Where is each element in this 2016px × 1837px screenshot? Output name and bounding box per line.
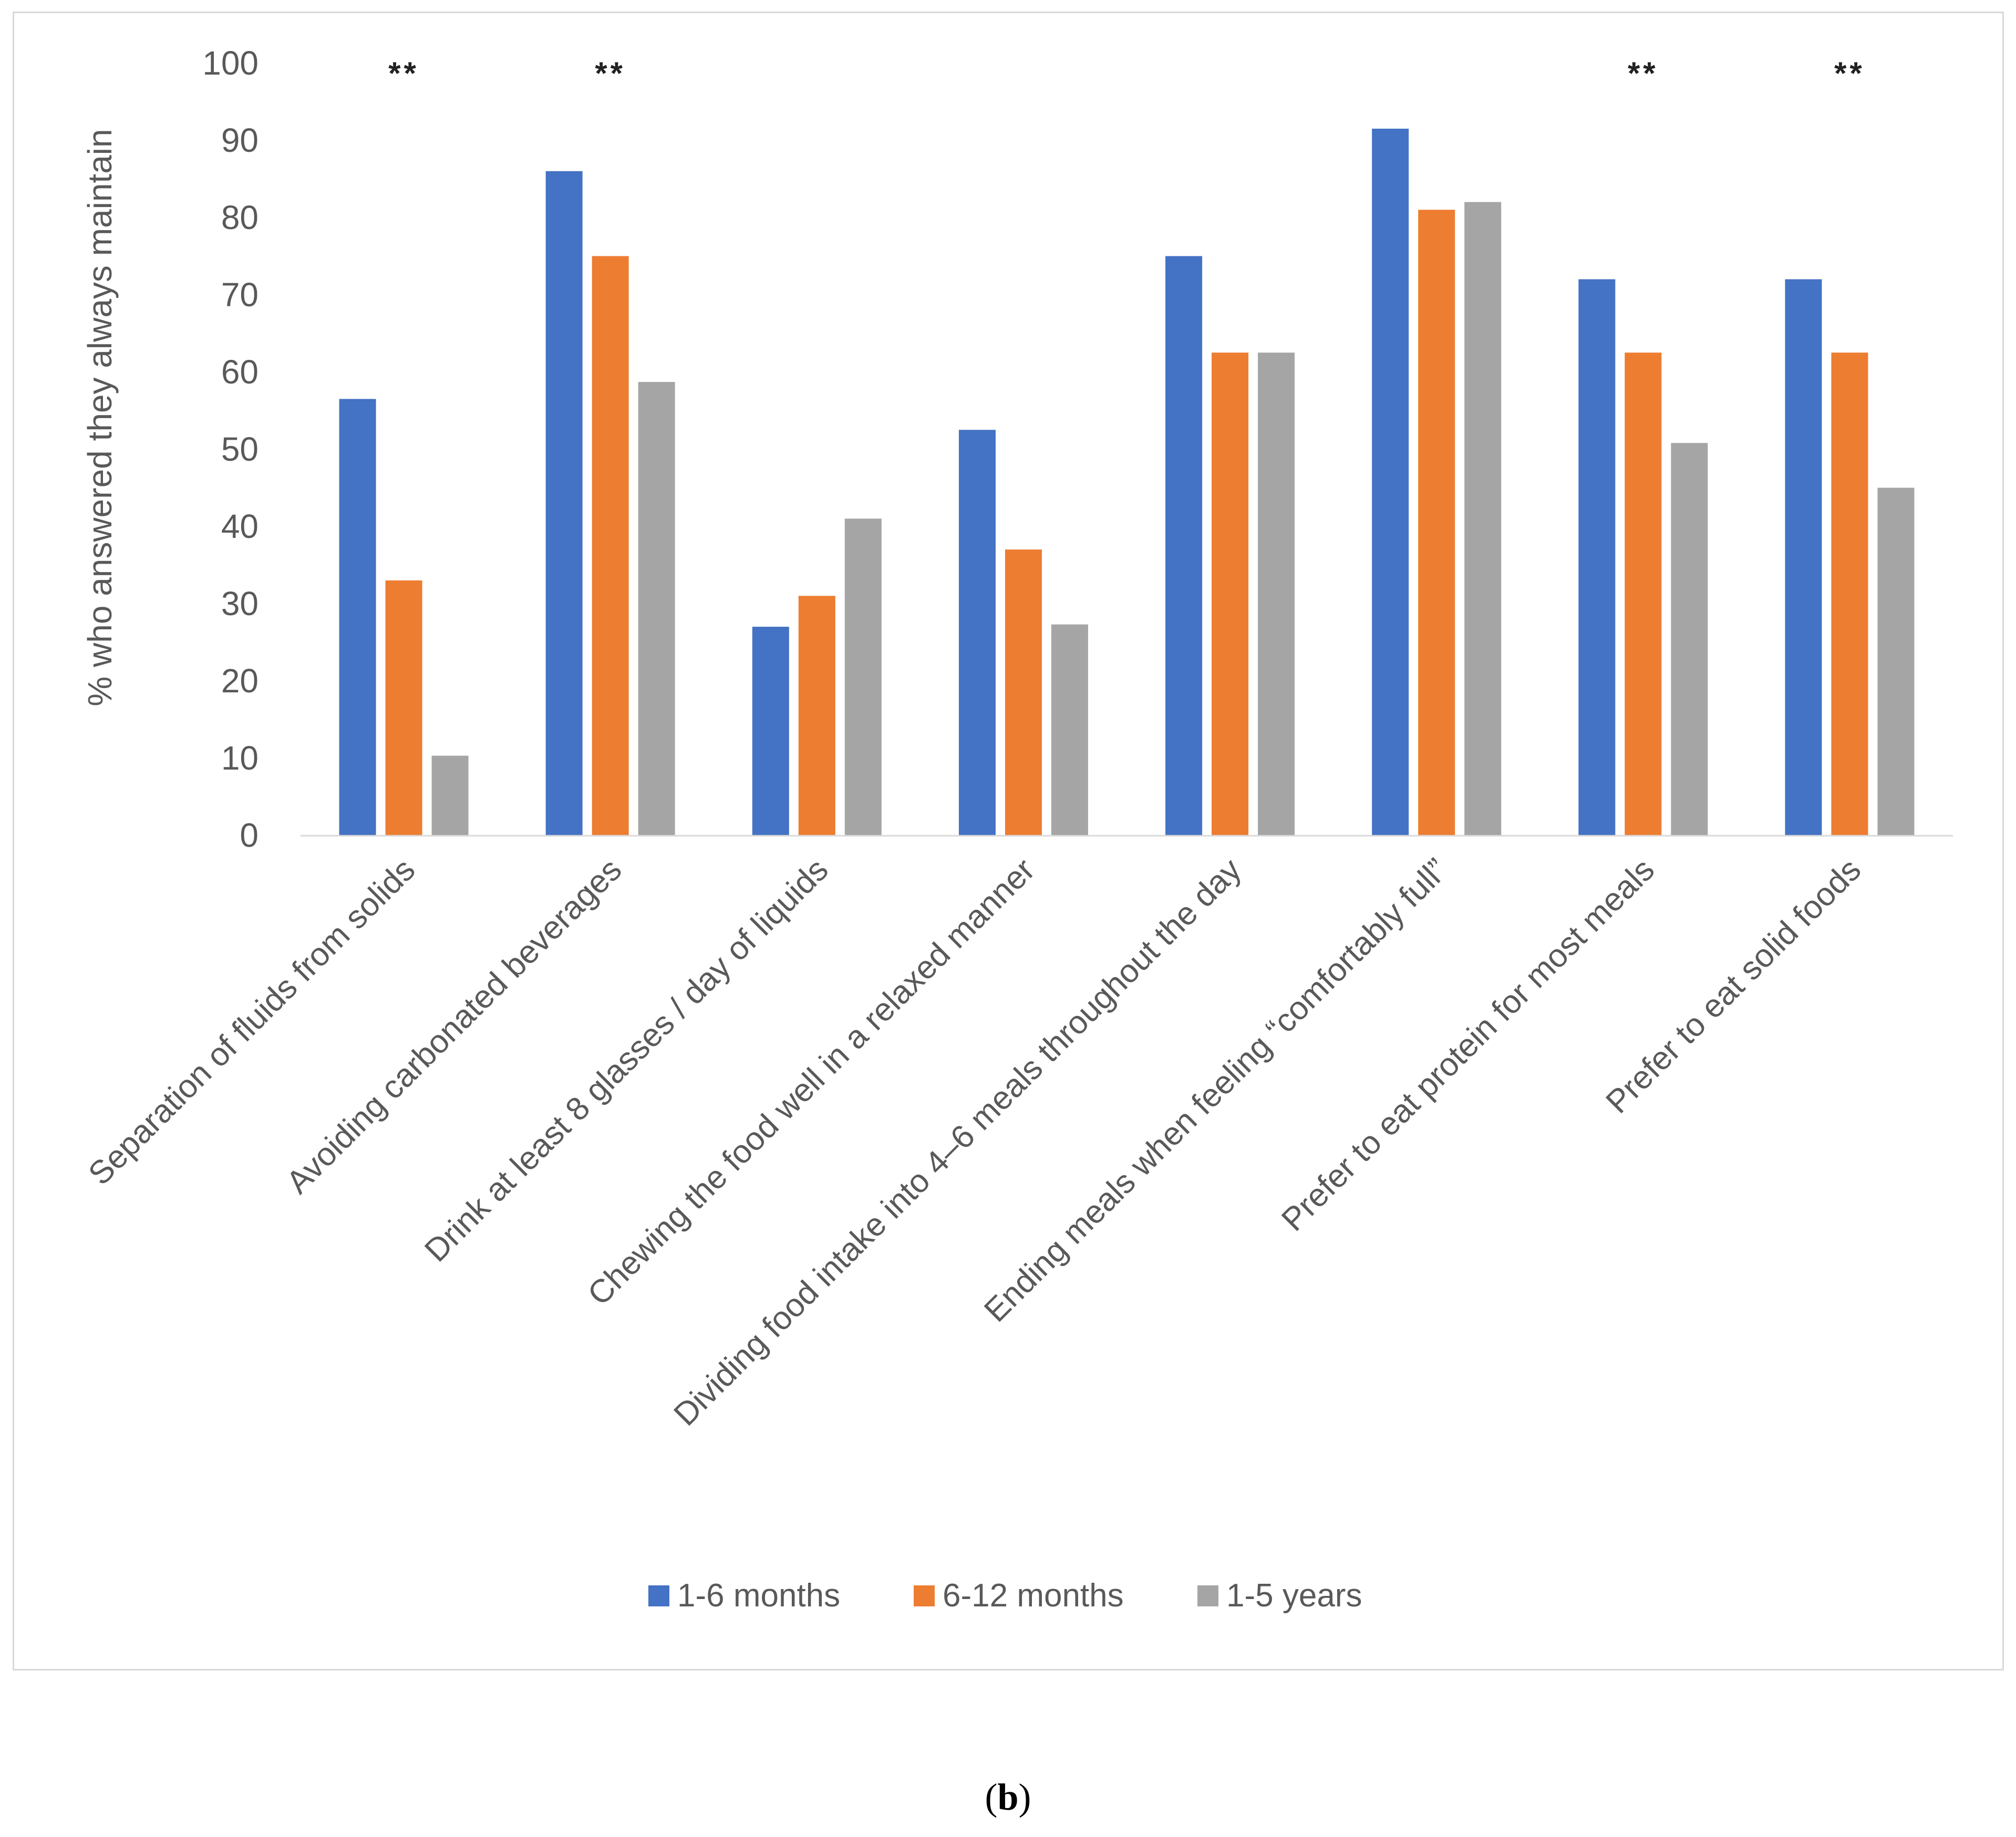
- significance-mark: **: [1834, 56, 1865, 91]
- significance-marks: ** ** ** **: [388, 56, 1865, 91]
- bar-1-5-years: [638, 382, 675, 835]
- legend-swatch: [1197, 1585, 1218, 1606]
- significance-mark: **: [1628, 56, 1659, 91]
- bar-1-6-months: [1578, 279, 1616, 835]
- y-tick-label: 20: [221, 662, 259, 700]
- legend-label: 1-6 months: [677, 1577, 840, 1614]
- legend-label: 6-12 months: [943, 1577, 1124, 1614]
- y-axis-title: % who answered they always maintain: [81, 129, 119, 706]
- legend-swatch: [914, 1585, 935, 1606]
- bar-1-5-years: [1671, 443, 1708, 835]
- legend-swatch: [648, 1585, 669, 1606]
- bar-6-12-months: [592, 256, 629, 835]
- category-label: Separation of fluids from solids: [81, 852, 422, 1192]
- bar-1-6-months: [752, 627, 789, 835]
- bar-1-6-months: [958, 430, 996, 835]
- category-label: Prefer to eat protein for most meals: [1275, 852, 1661, 1238]
- category-label: Drink at least 8 glasses / day of liquid…: [418, 852, 835, 1269]
- bar-6-12-months: [1212, 352, 1249, 835]
- y-tick-label: 10: [221, 739, 259, 777]
- bar-6-12-months: [1625, 352, 1662, 835]
- bar-1-5-years: [1051, 624, 1088, 835]
- y-axis-ticks: 0 10 20 30 40 50 60 70 80 90 100: [202, 44, 259, 854]
- category-label: Chewing the food well in a relaxed manne…: [581, 852, 1041, 1312]
- y-tick-label: 70: [221, 276, 259, 314]
- chart-frame: % who answered they always maintain 0 10 2…: [13, 12, 2004, 1670]
- y-tick-label: 90: [221, 121, 259, 159]
- y-tick-label: 0: [240, 816, 259, 854]
- bar-6-12-months: [385, 580, 422, 835]
- y-tick-label: 80: [221, 199, 259, 236]
- y-tick-label: 60: [221, 353, 259, 391]
- y-axis-title-group: % who answered they always maintain: [81, 129, 119, 706]
- bar-1-5-years: [1464, 202, 1502, 836]
- legend: 1-6 months 6-12 months 1-5 years: [648, 1577, 1362, 1614]
- bar-6-12-months: [1831, 352, 1868, 835]
- y-tick-label: 100: [202, 44, 259, 82]
- bar-6-12-months: [1418, 210, 1455, 835]
- y-tick-label: 40: [221, 507, 259, 545]
- significance-mark: **: [388, 56, 419, 91]
- significance-mark: **: [595, 56, 626, 91]
- bar-chart: % who answered they always maintain 0 10 2…: [81, 44, 1953, 1614]
- caption-open: (: [985, 1776, 998, 1818]
- figure-caption: (b): [0, 1776, 2016, 1819]
- bar-1-6-months: [1372, 128, 1409, 836]
- bar-6-12-months: [798, 596, 835, 835]
- y-tick-label: 30: [221, 585, 259, 622]
- bar-1-6-months: [1165, 256, 1203, 835]
- caption-letter: b: [997, 1776, 1019, 1818]
- bar-1-5-years: [1877, 487, 1915, 835]
- bars: [339, 128, 1915, 836]
- bar-1-6-months: [339, 399, 376, 835]
- y-tick-label: 50: [221, 430, 259, 468]
- caption-close: ): [1018, 1776, 1031, 1818]
- bar-1-5-years: [1258, 352, 1295, 835]
- bar-1-5-years: [431, 755, 469, 835]
- bar-1-6-months: [1785, 279, 1822, 835]
- category-labels: Separation of fluids from solidsAvoiding…: [81, 852, 1868, 1433]
- category-label: Ending meals when feeling “comfortably f…: [977, 852, 1455, 1329]
- bar-1-6-months: [545, 171, 583, 835]
- category-label: Avoiding carbonated beverages: [280, 852, 629, 1201]
- legend-label: 1-5 years: [1226, 1577, 1362, 1614]
- bar-6-12-months: [1005, 549, 1042, 835]
- bar-1-5-years: [844, 518, 882, 835]
